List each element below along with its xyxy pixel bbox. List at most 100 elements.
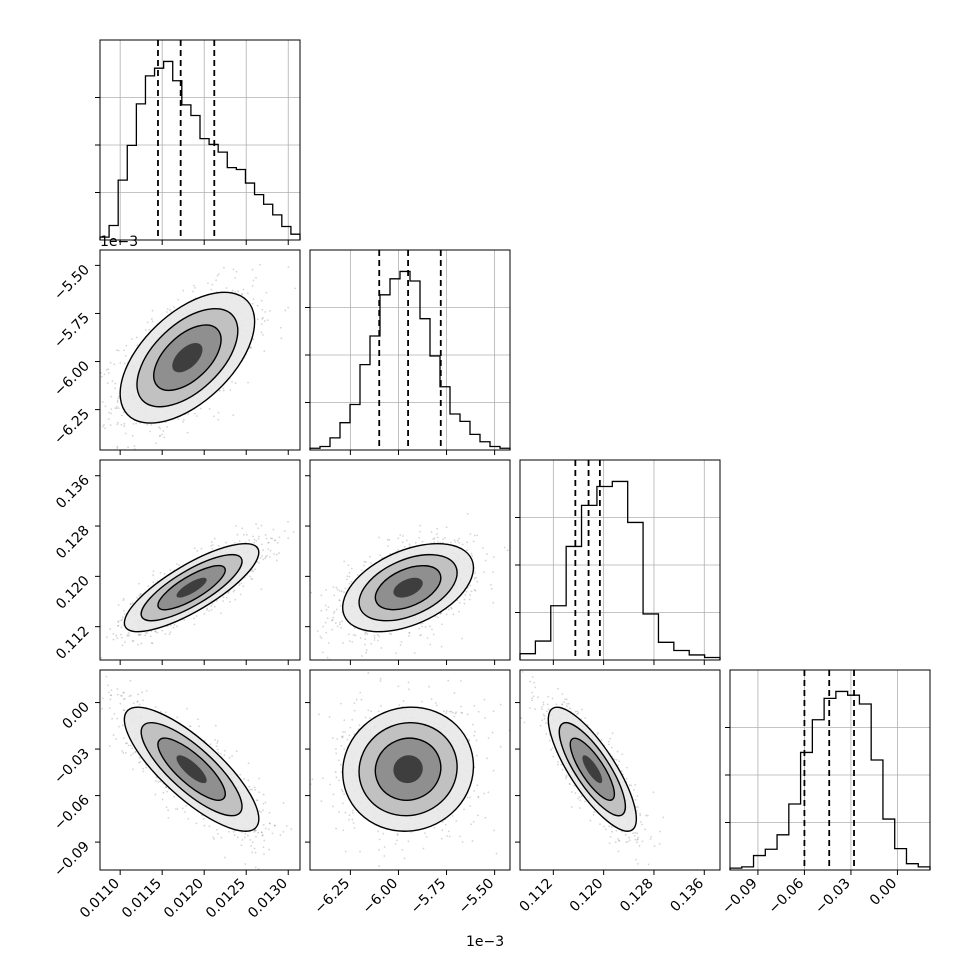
scatter-point: [418, 627, 421, 630]
scatter-point: [370, 562, 372, 565]
scatter-point: [121, 618, 124, 621]
scatter-point: [159, 571, 162, 574]
scatter-point: [237, 290, 239, 293]
scatter-point: [287, 537, 290, 540]
scatter-point: [273, 539, 276, 542]
scatter-point: [340, 590, 343, 593]
scatter-point: [172, 626, 175, 629]
scatter-point: [127, 635, 130, 638]
scatter-point: [100, 375, 103, 378]
scatter-point: [408, 631, 411, 634]
scatter-point: [353, 627, 356, 630]
scatter-point: [364, 631, 367, 633]
scatter-point: [248, 539, 251, 542]
scatter-point: [210, 608, 213, 611]
scatter-point: [265, 291, 268, 294]
scatter-point: [473, 534, 476, 537]
scatter-point: [155, 776, 158, 779]
scatter-point: [177, 298, 179, 301]
scatter-point: [116, 399, 119, 402]
scatter-point: [154, 630, 157, 633]
scatter-point: [124, 432, 127, 435]
scatter-point: [232, 268, 235, 271]
scatter-point: [139, 633, 142, 636]
scatter-point: [120, 619, 122, 622]
scatter-point: [232, 414, 235, 417]
scatter-point: [154, 706, 157, 708]
scatter-point: [228, 830, 230, 833]
scatter-point: [452, 613, 455, 616]
scatter-point: [135, 422, 138, 425]
scatter-point: [256, 304, 259, 307]
scatter-point: [465, 590, 468, 593]
density-contour: [172, 342, 203, 373]
scatter-point: [154, 780, 157, 782]
scatter-point: [138, 582, 140, 585]
scatter-point: [253, 830, 256, 833]
scatter-point: [421, 540, 424, 543]
scatter-point: [241, 293, 244, 295]
scatter-point: [137, 634, 140, 637]
scatter-point: [182, 418, 185, 421]
scatter-point: [116, 447, 119, 449]
scatter-point: [251, 268, 254, 271]
scatter-point: [436, 536, 439, 539]
scatter-point: [389, 552, 392, 555]
scatter-point: [279, 326, 282, 329]
scatter-point: [461, 543, 464, 546]
scatter-point: [255, 835, 257, 838]
scatter-point: [241, 293, 243, 296]
scatter-point: [120, 423, 123, 426]
scatter-point: [339, 604, 342, 607]
scatter-point: [146, 321, 149, 324]
scatter-point: [260, 588, 263, 591]
scatter-point: [261, 317, 264, 320]
scatter-point: [254, 568, 257, 571]
scatter-point: [217, 418, 220, 421]
scatter-point: [316, 630, 319, 632]
scatter-point: [222, 387, 225, 390]
scatter-point: [325, 631, 328, 634]
scatter-point: [252, 279, 255, 282]
scatter-point: [124, 742, 127, 745]
scatter-point: [175, 563, 178, 565]
scatter-point: [215, 279, 217, 282]
scatter-point: [458, 537, 461, 540]
scatter-point: [183, 619, 186, 621]
scatter-point: [216, 739, 219, 742]
scatter-point: [256, 318, 259, 321]
scatter-point: [473, 577, 476, 580]
scatter-point: [124, 751, 127, 754]
scatter-point: [435, 533, 438, 536]
scatter-point: [287, 266, 290, 269]
scatter-point: [442, 541, 444, 544]
scatter-point: [506, 549, 509, 552]
scatter-point: [432, 633, 435, 636]
scatter-point: [137, 643, 139, 646]
scatter-point: [254, 866, 257, 869]
scatter-point: [274, 539, 277, 542]
scatter-point: [195, 615, 198, 617]
scatter-point: [344, 587, 347, 590]
scatter-point: [268, 822, 271, 825]
scatter-point: [166, 425, 168, 428]
scatter-point: [327, 606, 330, 609]
scatter-point: [255, 276, 257, 279]
scatter-point: [442, 538, 444, 541]
scatter-point: [336, 588, 339, 591]
scatter-point: [413, 652, 416, 654]
scatter-point: [123, 422, 126, 425]
scatter-point: [247, 381, 249, 384]
scatter-point: [203, 824, 206, 827]
scatter-point: [121, 750, 124, 752]
scatter-point: [133, 445, 136, 447]
scatter-point: [320, 594, 323, 597]
scatter-point: [250, 570, 253, 572]
scatter-point: [453, 539, 456, 542]
scatter-point: [259, 557, 262, 559]
scatter-point: [475, 576, 477, 579]
scatter-point: [238, 584, 241, 586]
scatter-point: [364, 638, 367, 641]
scatter-point: [258, 535, 260, 538]
histogram-p3: [729, 690, 931, 870]
